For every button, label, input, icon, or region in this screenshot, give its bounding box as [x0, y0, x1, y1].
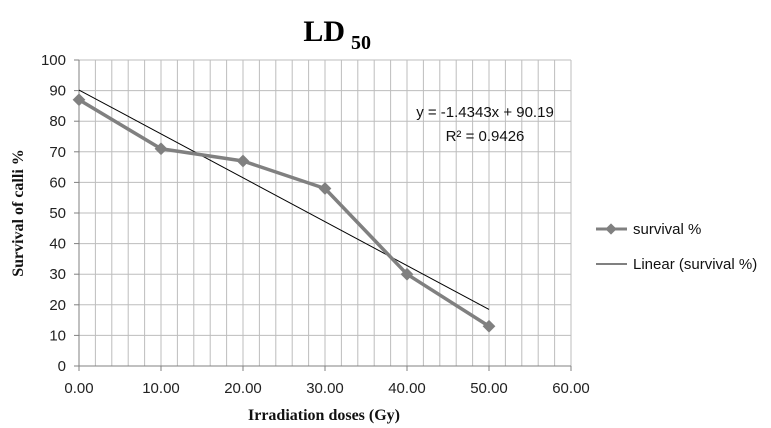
data-point-marker: [318, 182, 332, 195]
y-tick-label: 20: [49, 297, 66, 314]
x-tick-label: 10.00: [142, 380, 180, 397]
data-point-marker: [400, 267, 414, 281]
series-line: [78, 98, 490, 328]
x-tick-label: 30.00: [306, 380, 344, 397]
y-tick-label: 50: [49, 205, 66, 222]
y-tick-label: 60: [49, 174, 66, 191]
trendline: [78, 89, 490, 310]
y-tick-label: 30: [49, 266, 66, 283]
chart-title-subscript: 50: [351, 32, 371, 54]
y-tick-label: 0: [58, 358, 66, 375]
y-tick-label: 100: [41, 52, 66, 69]
x-tick-label: 40.00: [388, 380, 426, 397]
x-axis-title: Irradiation doses (Gy): [248, 407, 400, 424]
axes: [74, 59, 572, 371]
y-tick-label: 40: [49, 236, 66, 253]
trendline-r-squared: R² = 0.9426: [446, 128, 525, 145]
data-point-marker: [154, 142, 168, 156]
data-point-marker: [236, 154, 250, 168]
y-axis-title: Survival of calli %: [10, 149, 27, 277]
tick-labels: 0 10 20 30 40 50 60 70 80 90 100 0.00 10.00 20.00 30.0…: [41, 52, 590, 397]
x-tick-label: 0.00: [64, 380, 93, 397]
y-tick-label: 90: [49, 83, 66, 100]
legend-series-marker: [605, 223, 617, 235]
x-tick-label: 20.00: [224, 380, 262, 397]
y-tick-label: 70: [49, 144, 66, 161]
trendline-equation: y = -1.4343x + 90.19: [416, 104, 554, 121]
trendline-line: [78, 89, 490, 310]
grid: [79, 59, 572, 366]
legend: survival % Linear (survival %): [596, 221, 757, 273]
y-tick-label: 80: [49, 113, 66, 130]
chart-title: LD: [303, 15, 345, 48]
legend-series-label: survival %: [633, 221, 701, 238]
legend-trend-label: Linear (survival %): [633, 256, 757, 273]
x-tick-label: 60.00: [552, 380, 590, 397]
y-tick-label: 10: [49, 327, 66, 344]
data-point-marker: [482, 319, 496, 333]
x-tick-label: 50.00: [470, 380, 508, 397]
series: [72, 93, 496, 333]
